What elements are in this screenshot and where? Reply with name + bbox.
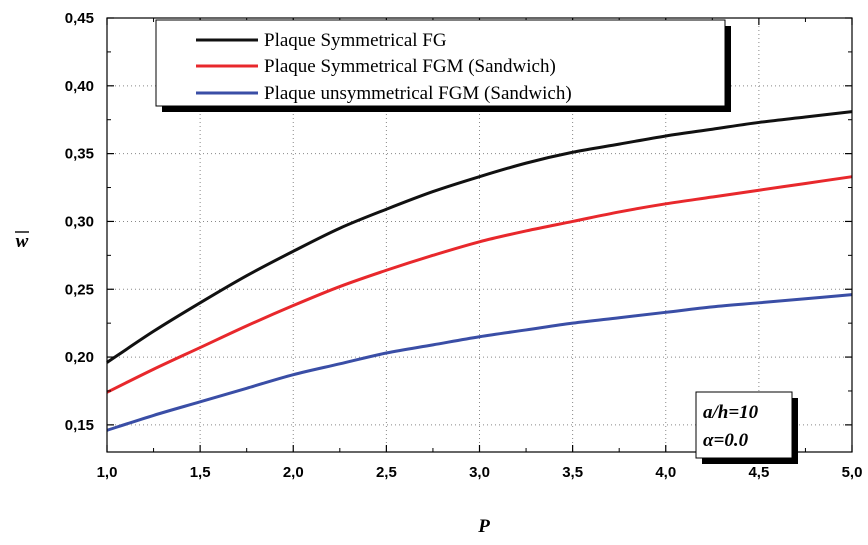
y-axis: 0,15 0,20 0,25 0,30 0,35 0,40 0,45: [65, 10, 852, 434]
series-lines: [106, 110, 853, 432]
y-tick-label: 0,40: [65, 78, 94, 95]
legend-label-1: Plaque Symmetrical FGM (Sandwich): [264, 56, 556, 77]
x-tick-label: 3,5: [562, 464, 583, 481]
x-tick-label: 4,5: [748, 464, 769, 481]
legend-label-2: Plaque unsymmetrical FGM (Sandwich): [264, 83, 572, 104]
y-axis-title: w: [16, 231, 29, 252]
y-tick-label: 0,45: [65, 10, 94, 27]
series-line-1: [106, 175, 853, 394]
y-tick-label: 0,35: [65, 146, 94, 163]
x-tick-label: 1,0: [97, 464, 118, 481]
y-tick-label: 0,30: [65, 213, 94, 230]
legend-label-0: Plaque Symmetrical FG: [264, 30, 447, 51]
x-axis-title: P: [477, 516, 490, 537]
x-axis: 1,0 1,5 2,0 2,5 3,0 3,5 4,0 4,5 5,0: [97, 18, 863, 481]
x-tick-label: 2,5: [376, 464, 397, 481]
y-tick-label: 0,20: [65, 349, 94, 366]
series-line-2: [106, 293, 853, 432]
x-tick-label: 3,0: [469, 464, 490, 481]
x-tick-label: 2,0: [283, 464, 304, 481]
y-tick-label: 0,15: [65, 417, 94, 434]
x-tick-label: 1,5: [190, 464, 211, 481]
y-tick-label: 0,25: [65, 281, 94, 298]
annotation-box: [695, 391, 793, 459]
series-line-0: [106, 110, 853, 364]
parameter-annotation: a/h=10 α=0.0: [695, 391, 798, 464]
legend: Plaque Symmetrical FG Plaque Symmetrical…: [155, 19, 731, 112]
x-tick-label: 5,0: [842, 464, 863, 481]
x-tick-label: 4,0: [655, 464, 676, 481]
annotation-alpha: α=0.0: [703, 430, 749, 451]
annotation-aspect-ratio: a/h=10: [703, 402, 759, 423]
